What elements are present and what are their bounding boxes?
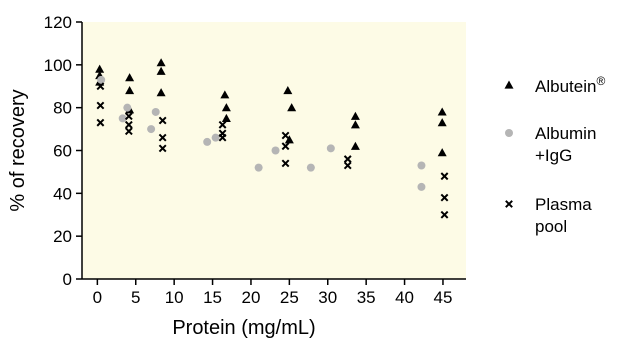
cross-data-point [440,210,449,219]
triangle-data-point [437,118,447,127]
cross-data-point [281,131,290,140]
triangle-data-point [156,88,166,97]
legend-label: Albumin [535,124,596,143]
legend-item-circle: Albumin +IgG [505,124,596,165]
triangle-data-point [125,86,135,95]
cross-data-point [218,120,227,129]
x-tick-label: 40 [395,288,414,307]
cross-data-point [124,112,133,121]
cross-data-point [96,101,105,110]
triangle-data-point [156,58,166,67]
x-tick-label: 15 [203,288,222,307]
triangle-data-point [437,148,447,157]
legend-label: pool [535,217,567,236]
cross-data-point [124,120,133,129]
triangle-data-point [284,135,294,144]
circle-data-point [151,107,160,116]
cross-data-point [158,144,167,153]
legend-item-triangle: Albutein® [504,74,605,96]
x-tick-label: 35 [357,288,376,307]
cross-data-point [281,142,290,151]
triangle-data-point [287,103,297,112]
series-circle [97,75,426,191]
circle-data-point [118,114,127,123]
circle-data-point [254,163,263,172]
y-axis-title: % of recovery [7,89,29,211]
circle-data-point [417,182,426,191]
x-tick-label: 10 [165,288,184,307]
cross-data-point [124,127,133,136]
cross-data-point [96,118,105,127]
circle-data-point [306,163,315,172]
y-tick-label: 60 [53,142,72,161]
circle-data-point [211,133,220,142]
triangle-data-point [156,66,166,75]
triangle-data-point [95,64,105,73]
triangle-data-point [350,120,360,129]
x-tick-label: 0 [93,288,102,307]
cross-data-point [158,133,167,142]
cross-data-point [440,193,449,202]
x-axis-title: Protein (mg/mL) [172,317,315,339]
legend-label: Plasma [535,195,592,214]
triangle-data-point [221,103,231,112]
circle-data-point [123,103,132,112]
y-tick-label: 120 [44,13,72,32]
cross-data-point [281,159,290,168]
data-points [95,58,449,219]
cross-data-point [158,116,167,125]
x-tick-label: 20 [241,288,260,307]
triangle-data-point [221,113,231,122]
cross-data-point [218,133,227,142]
cross-data-point [440,172,449,181]
circle-legend-icon [505,129,513,137]
x-tick-label: 25 [280,288,299,307]
circle-data-point [147,125,156,134]
y-tick-label: 20 [53,227,72,246]
legend: Albutein® Albumin +IgG Plasma pool [504,74,605,236]
cross-data-point [96,82,105,91]
circle-data-point [271,146,280,155]
circle-data-point [417,161,426,170]
y-axis-ticks: 0 20 40 60 80 100 120 [44,13,82,289]
triangle-data-point [220,90,230,99]
triangle-data-point [437,107,447,116]
circle-data-point [97,75,106,84]
cross-data-point [343,155,352,163]
cross-data-point [343,161,352,170]
triangle-data-point [350,141,360,150]
legend-item-cross: Plasma pool [505,195,592,236]
y-tick-label: 80 [53,99,72,118]
y-tick-label: 100 [44,56,72,75]
x-axis-ticks: 0 5 10 15 20 25 30 35 40 45 [93,279,452,307]
circle-data-point [203,137,212,146]
circle-data-point [326,144,335,153]
triangle-data-point [283,86,293,95]
x-tick-label: 45 [433,288,452,307]
y-tick-label: 40 [53,184,72,203]
legend-label: Albutein® [535,74,605,96]
cross-legend-icon [505,200,513,208]
legend-superscript: ® [596,74,605,88]
triangle-data-point [125,73,135,82]
x-tick-label: 30 [318,288,337,307]
triangle-legend-icon [504,80,514,89]
triangle-data-point [350,111,360,120]
series-cross [96,82,449,219]
x-tick-label: 5 [131,288,140,307]
legend-label: +IgG [535,146,572,165]
y-tick-label: 0 [63,270,72,289]
